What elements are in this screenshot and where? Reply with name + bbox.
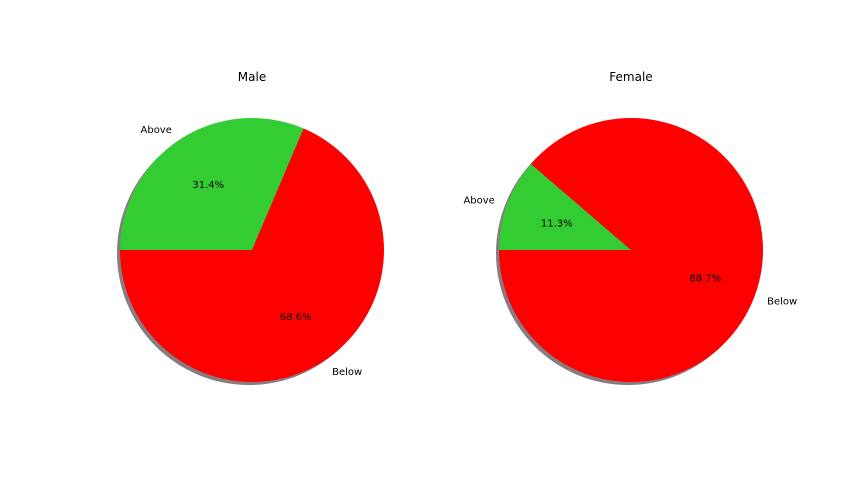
- male-slice-below: [120, 128, 385, 382]
- male-slice-below-percent: 68.6%: [280, 312, 312, 323]
- male-slice-above: [120, 118, 304, 250]
- female-pie-title: Female: [609, 70, 652, 84]
- female-slice-above-label: Above: [463, 196, 494, 207]
- male-pie-title: Male: [238, 70, 266, 84]
- female-slice-below: [499, 117, 763, 382]
- female-slice-above-percent: 11.3%: [541, 218, 573, 229]
- female-slice-below-percent: 88.7%: [689, 274, 721, 285]
- male-slice-above-label: Above: [141, 125, 172, 136]
- female-slice-below-label: Below: [767, 296, 797, 307]
- female-pie-chart: Female 11.3% Above 88.7% Below: [463, 70, 797, 385]
- male-slice-below-label: Below: [332, 367, 362, 378]
- male-slice-above-percent: 31.4%: [192, 180, 224, 191]
- female-slice-above: [499, 163, 631, 250]
- male-pie-chart: Male 31.4% Above 68.6% Below: [117, 70, 385, 385]
